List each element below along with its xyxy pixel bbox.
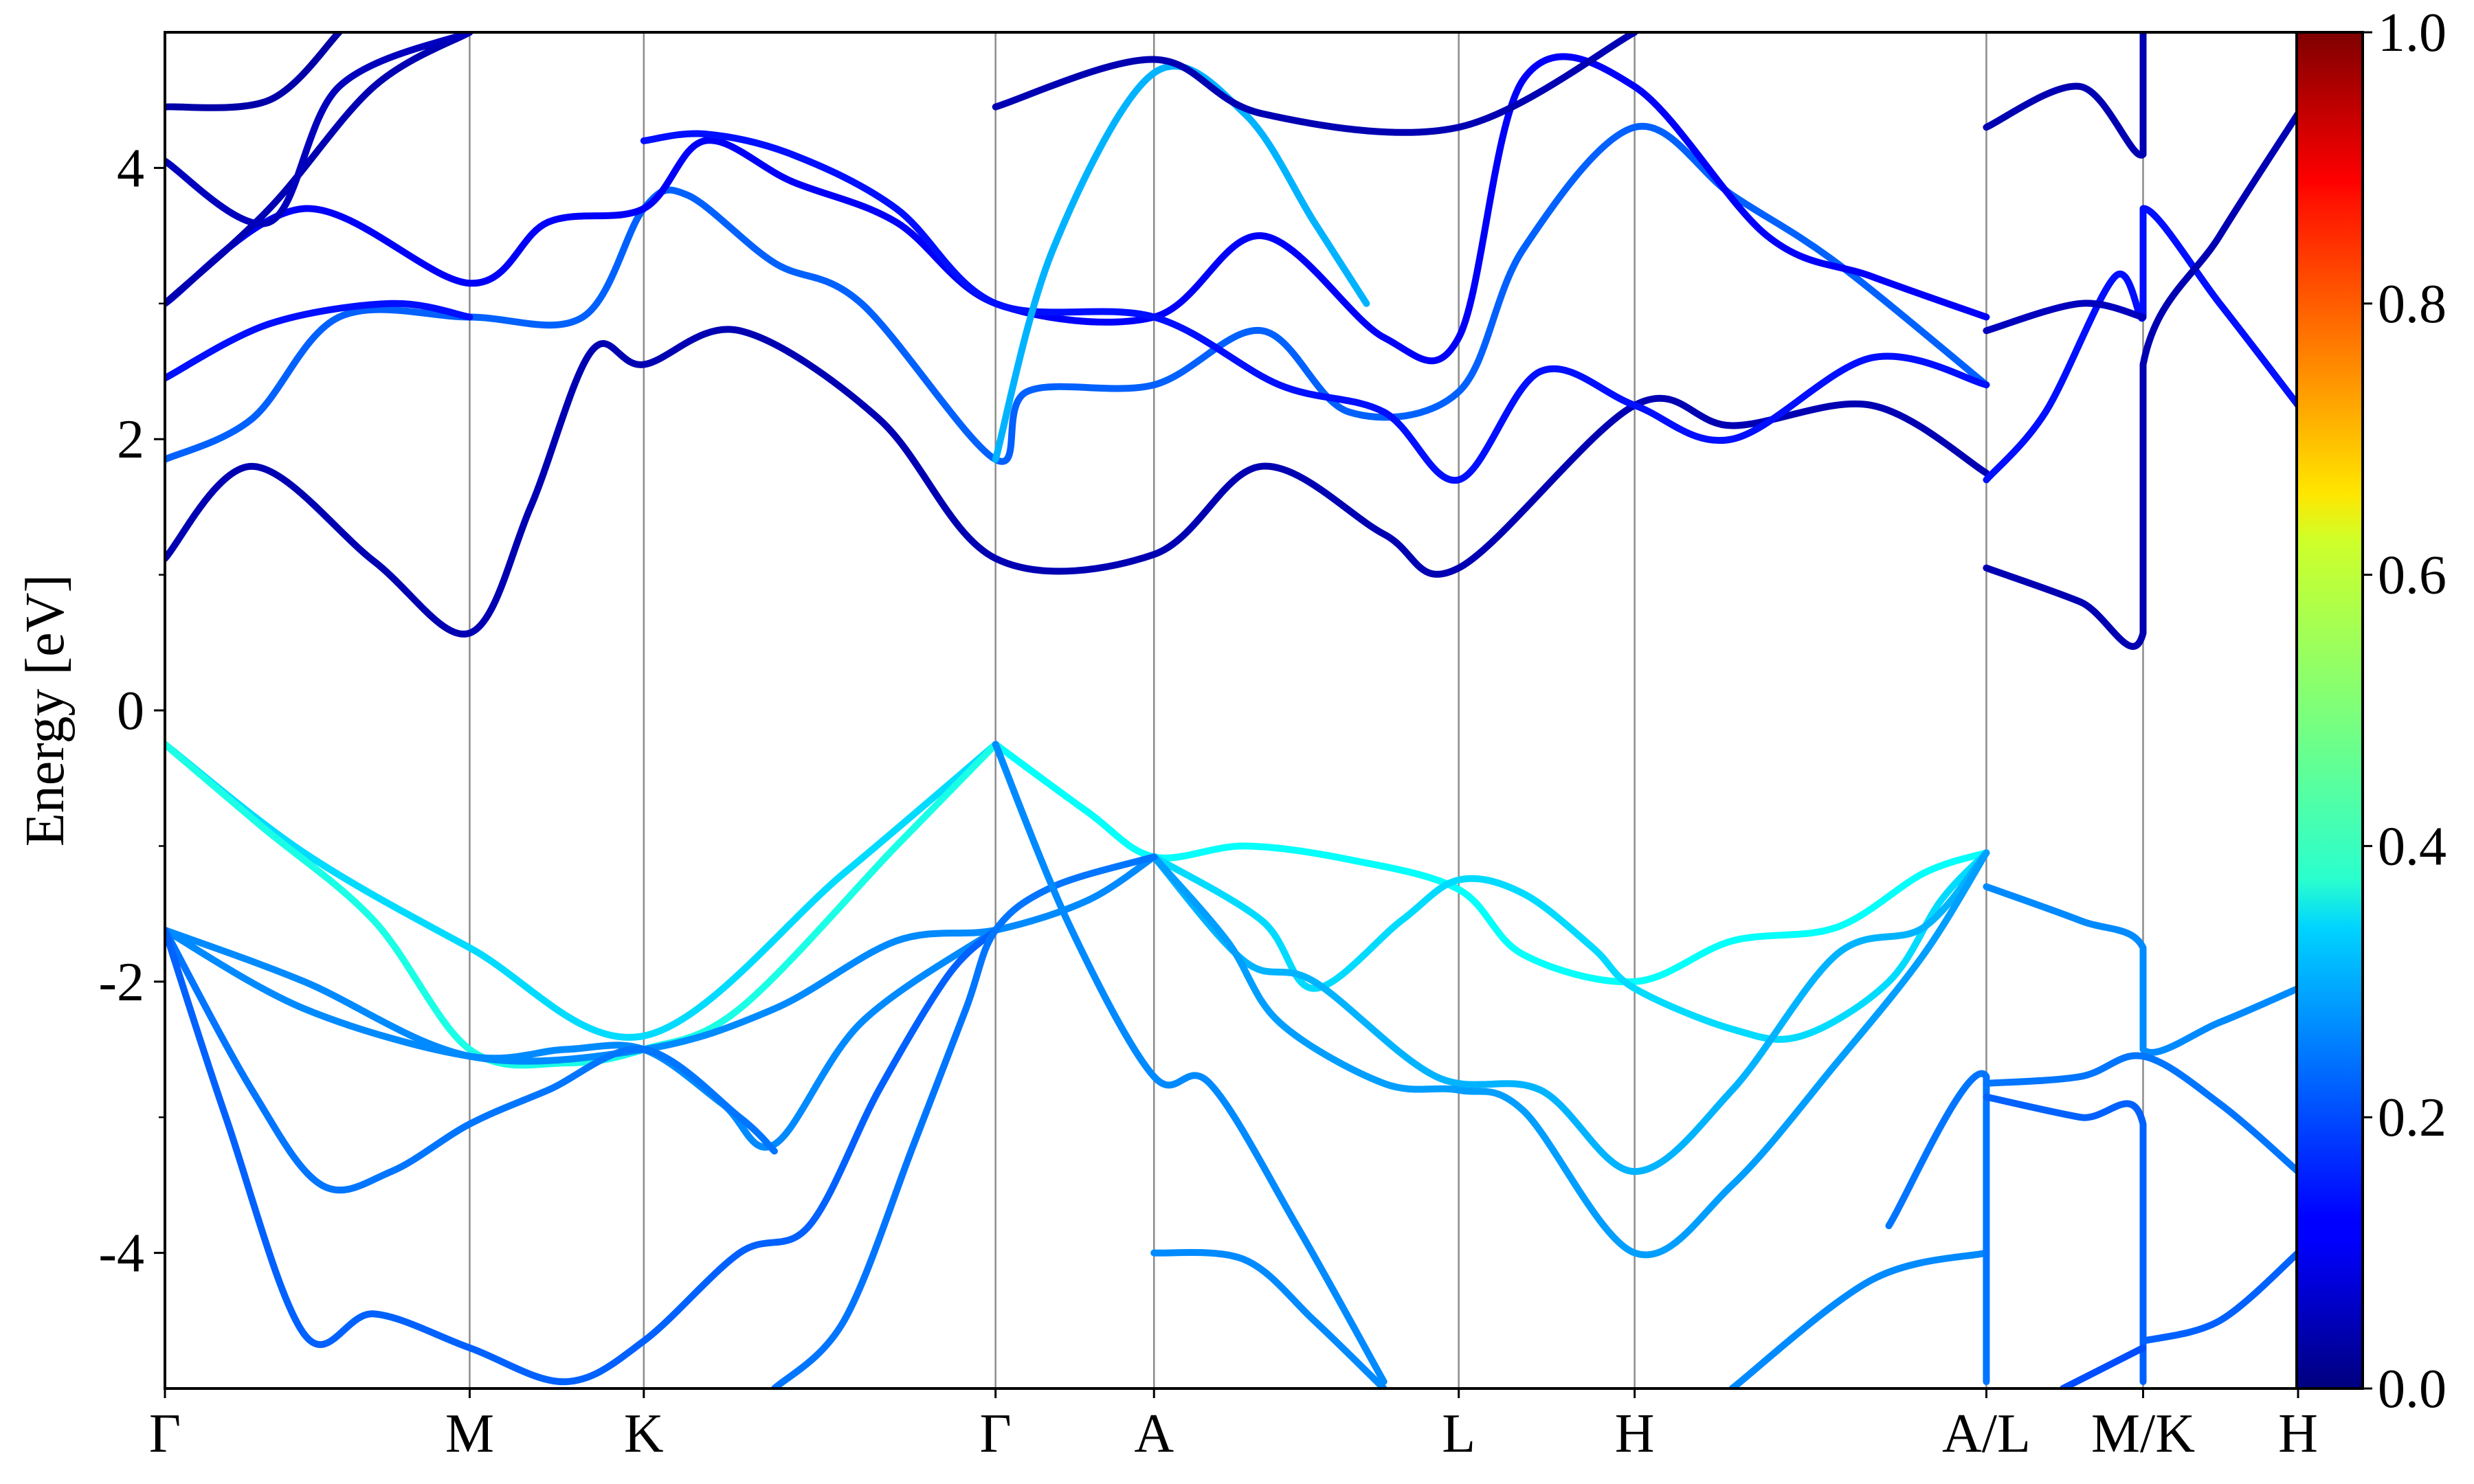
y-tick-label: -4 [98, 1224, 144, 1284]
band-line [165, 853, 1158, 1065]
x-tick-label: H [1615, 1404, 1655, 1464]
band-line [992, 741, 1388, 1386]
x-tick-label: A [1134, 1404, 1174, 1464]
band-line [165, 741, 999, 1041]
y-tick-label: 4 [117, 138, 144, 199]
x-tick-label: A/L [1942, 1404, 2031, 1464]
band-line [2059, 1344, 2147, 1389]
y-tick-label: -2 [98, 952, 144, 1013]
high-symmetry-lines [469, 32, 2144, 1389]
x-tick-label: M/K [2091, 1404, 2195, 1464]
colorbar-gradient [2295, 31, 2364, 1390]
plot-frame [164, 31, 2299, 1390]
colorbar-tick-label: 0.6 [2378, 546, 2447, 606]
band-line [165, 32, 343, 111]
band-line [165, 326, 1990, 638]
colorbar-tick-label: 0.8 [2378, 274, 2447, 335]
band-line [1150, 849, 1990, 1043]
colorbar-tick-label: 1.0 [2378, 3, 2447, 63]
colorbar: 0.0 0.2 0.4 0.6 0.8 1.0 [2295, 3, 2447, 1419]
y-tick-label: 2 [117, 409, 144, 470]
band-line [165, 926, 778, 1194]
band-line [1983, 1093, 2147, 1386]
band-line [1983, 1052, 2298, 1176]
x-tick-label: L [1442, 1404, 1475, 1464]
x-tick-label: Γ [149, 1404, 181, 1464]
band-line [165, 53, 1990, 365]
band-line [1983, 205, 2298, 484]
band-line [1983, 110, 2298, 650]
band-line [992, 32, 1638, 136]
y-axis-label: Energy [eV] [15, 574, 76, 846]
band-line [165, 926, 999, 1151]
band-line [1885, 1070, 1990, 1386]
band-line [165, 926, 999, 1386]
y-axis: 4 2 0 -2 -4 [98, 138, 165, 1284]
band-line [992, 63, 1370, 463]
band-line [770, 853, 1158, 1389]
x-axis: Γ M K Γ A L H A/L M/K H [149, 1389, 2318, 1464]
band-line [165, 300, 473, 382]
band-line [1150, 1248, 1388, 1389]
band-line [1983, 883, 2298, 1056]
x-tick-label: M [445, 1404, 494, 1464]
x-tick-label: H [2278, 1404, 2318, 1464]
y-tick-label: 0 [117, 681, 144, 741]
colorbar-tick-label: 0.4 [2378, 816, 2447, 877]
colorbar-tick-label: 0.0 [2378, 1359, 2447, 1419]
band-line [165, 32, 473, 307]
band-line [1983, 32, 2147, 159]
colorbar-tick-label: 0.2 [2378, 1088, 2447, 1148]
band-line [2139, 1249, 2298, 1345]
band-line [1150, 849, 1990, 1259]
band-line [165, 122, 1990, 465]
band-line [640, 130, 1990, 484]
band-line [1728, 1249, 1990, 1389]
band-lines [165, 32, 2298, 1389]
x-tick-label: Γ [980, 1404, 1012, 1464]
colorbar-ticks: 0.0 0.2 0.4 0.6 0.8 1.0 [2363, 3, 2447, 1419]
x-tick-label: K [624, 1404, 664, 1464]
band-line [1983, 300, 2147, 335]
band-line [165, 741, 999, 1069]
band-line [992, 741, 1990, 986]
band-line [1150, 849, 1990, 1176]
band-line [165, 32, 473, 227]
